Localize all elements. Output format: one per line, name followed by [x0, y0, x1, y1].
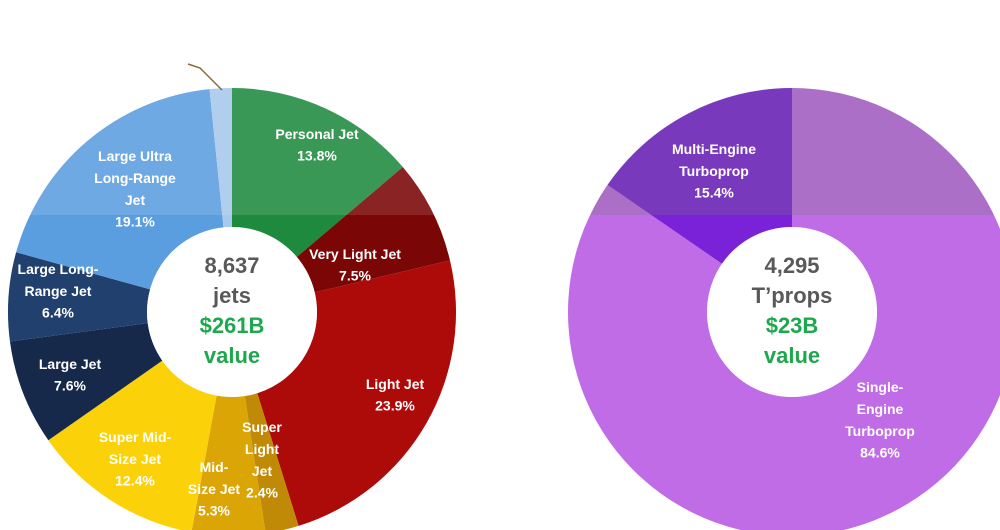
slice-label: Large Long-Range Jet [18, 261, 99, 299]
labels: Personal Jet 13.8% Very Light Jet 7.5% Light… [18, 8, 915, 519]
value-label: 7.5% [339, 268, 371, 284]
donut-turboprops [568, 88, 1000, 530]
slice-label: Super Light Jet [242, 419, 282, 479]
center-label: value [764, 343, 820, 368]
donut-slice [191, 395, 266, 530]
donut-slice [257, 260, 456, 526]
slice-label: Single-Engine Turboprop [845, 379, 915, 439]
donut-hole [707, 227, 877, 397]
slice-label: Multi-Engine Turboprop [672, 141, 756, 179]
leader-line [187, 63, 223, 91]
slice-label: Airline Business Jet [127, 8, 214, 46]
slice-label: Personal Jet [275, 126, 359, 142]
donut-slice [244, 393, 299, 530]
center-label: $261B [200, 313, 265, 338]
value-label: 1.6% [154, 52, 186, 68]
center-label: T’props [752, 283, 833, 308]
value-label: 19.1% [115, 214, 155, 230]
donut-slice [16, 89, 224, 290]
slice-label: Large Ultra Long-Range Jet [94, 148, 176, 208]
slice-label: Mid-Size Jet [188, 459, 240, 497]
value-label: 7.6% [54, 378, 86, 394]
center-label: $23B [766, 313, 819, 338]
donut-slice [607, 88, 792, 264]
donut-slice [296, 167, 450, 293]
slice-label: Super Mid-Size Jet [99, 429, 172, 467]
donut-slice [8, 252, 151, 342]
value-label: 23.9% [375, 398, 415, 414]
donut-hole [147, 227, 317, 397]
shading [8, 88, 456, 215]
value-label: 5.3% [198, 503, 230, 519]
value-label: 15.4% [694, 185, 734, 201]
center-label: 4,295 [764, 253, 819, 278]
value-label: 12.4% [115, 473, 155, 489]
center-label: jets [212, 283, 251, 308]
slice-label: Very Light Jet [309, 246, 401, 262]
value-label: 2.4% [246, 485, 278, 501]
value-label: 84.6% [860, 445, 900, 461]
shading [568, 88, 1000, 215]
donut-slice [232, 88, 403, 258]
center-label: value [204, 343, 260, 368]
value-label: 13.8% [297, 148, 337, 164]
donut-jets [8, 88, 456, 530]
donut-slice [568, 88, 1000, 530]
donut-slice [209, 88, 232, 228]
slice-label: Light Jet [366, 376, 425, 392]
donut-slice [9, 323, 163, 441]
slice-label: Large Jet [39, 356, 102, 372]
donut-slice [48, 360, 217, 530]
center-label: 8,637 [204, 253, 259, 278]
value-label: 6.4% [42, 305, 74, 321]
